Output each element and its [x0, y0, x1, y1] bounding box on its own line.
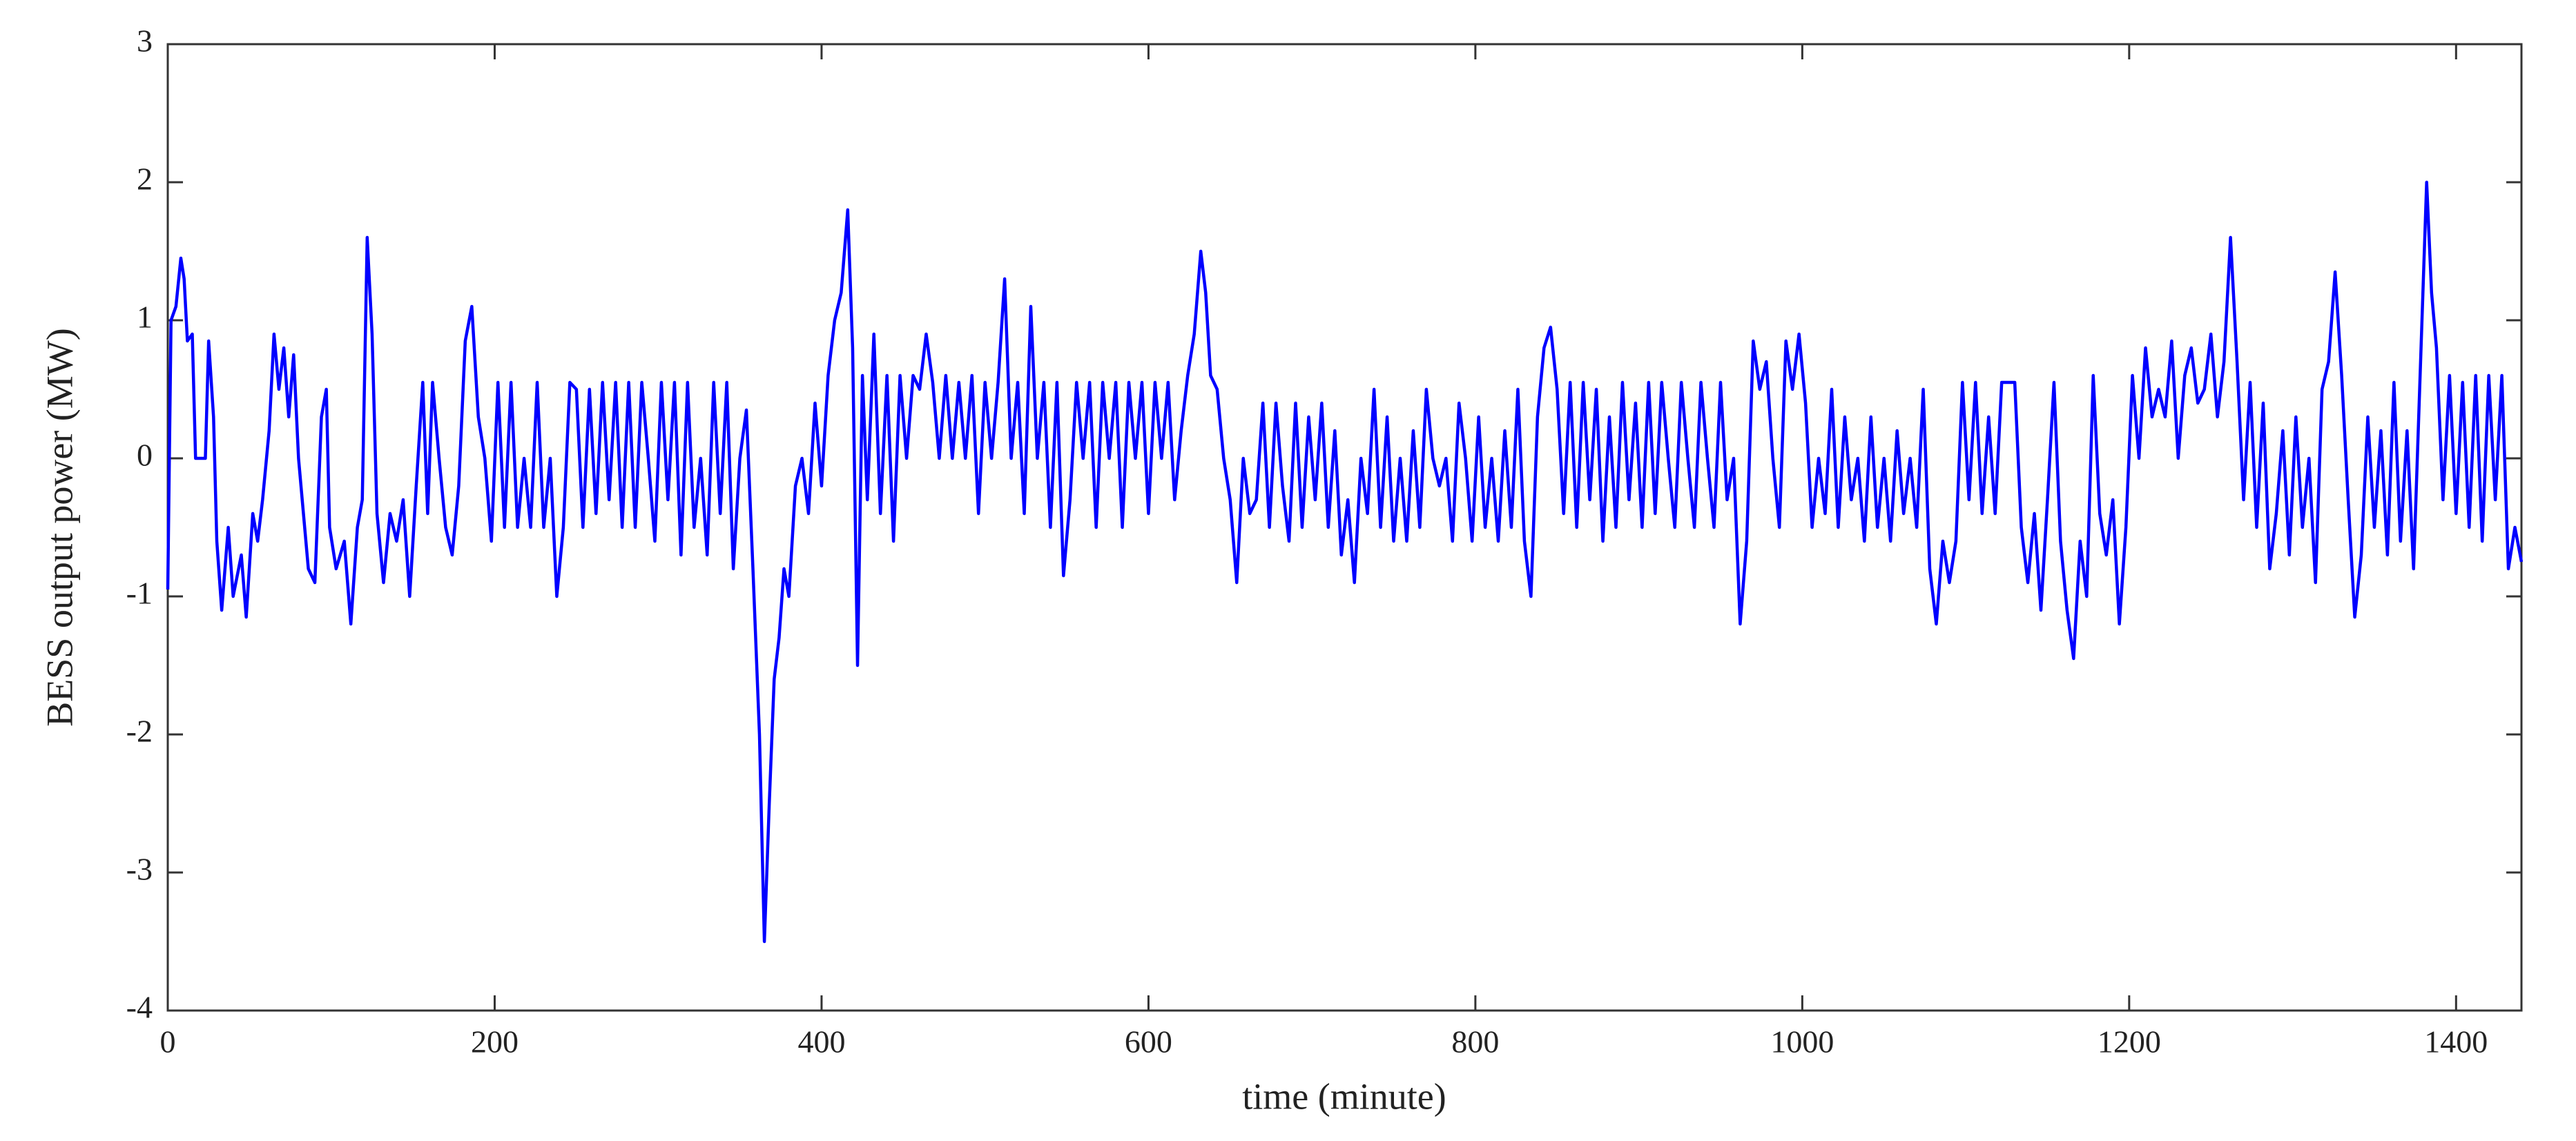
- y-tick-label: -4: [126, 990, 153, 1025]
- x-tick-label: 400: [797, 1024, 845, 1060]
- x-axis-label: time (minute): [1242, 1075, 1446, 1117]
- y-tick-label: -3: [126, 852, 153, 887]
- y-tick-label: 2: [137, 162, 153, 197]
- y-tick-label: 0: [137, 438, 153, 473]
- x-tick-label: 200: [471, 1024, 519, 1060]
- y-tick-label: -1: [126, 576, 153, 611]
- y-axis-label: BESS output power (MW): [39, 328, 80, 726]
- data-line: [166, 180, 2524, 944]
- y-tick-label: -2: [126, 714, 153, 749]
- y-tick-label: 1: [137, 300, 153, 335]
- x-tick-label: 600: [1125, 1024, 1172, 1060]
- y-tick-label: 3: [137, 23, 153, 59]
- x-tick-label: 1400: [2424, 1024, 2488, 1060]
- x-tick-label: 1200: [2098, 1024, 2161, 1060]
- x-tick-label: 0: [160, 1024, 176, 1060]
- x-tick-label: 1000: [1770, 1024, 1834, 1060]
- x-tick-label: 800: [1451, 1024, 1499, 1060]
